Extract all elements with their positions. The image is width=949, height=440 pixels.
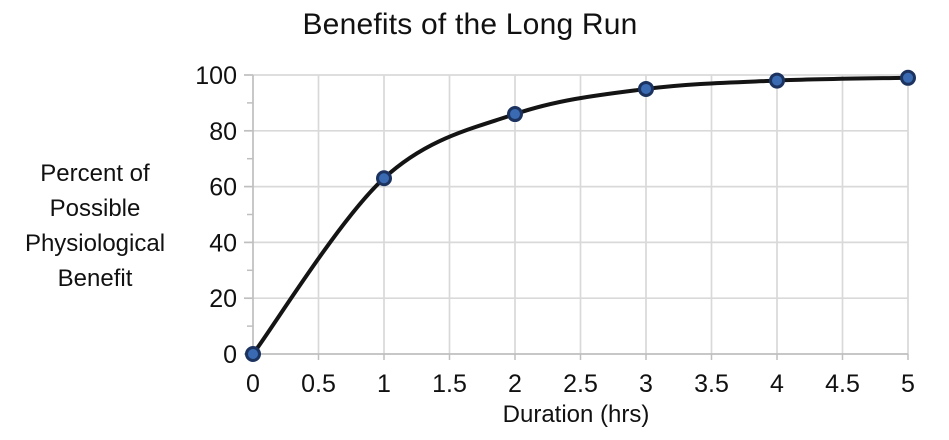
x-tick-label: 2 [508,370,522,398]
x-tick-label: 2.5 [563,370,598,398]
x-tick-label: 5 [901,370,915,398]
y-axis-title: Percent of Possible Physiological Benefi… [24,160,166,292]
x-tick-label: 4.5 [825,370,860,398]
x-tick-label: 1 [377,370,391,398]
x-tick-label: 3 [639,370,653,398]
tick-labels: 0 20 40 60 80 100 0 0.5 1 1.5 2 2.5 3 3.5 4 4.5 5 [195,62,915,398]
data-point-marker [900,69,916,86]
x-tick-label: 4 [770,370,784,398]
y-tick-label: 0 [223,341,237,369]
x-tick-label: 0.5 [301,370,336,398]
data-point-marker [507,106,523,123]
y-tick-label: 60 [209,174,237,202]
data-point-marker [638,80,654,97]
x-tick-label: 1.5 [432,370,467,398]
axis-ticks [244,74,909,360]
x-tick-label: 3.5 [694,370,729,398]
data-point-marker [245,346,261,362]
data-point-markers [245,69,916,362]
x-axis-title: Duration (hrs) [502,401,650,428]
y-tick-label: 80 [209,118,237,146]
y-tick-label: 100 [195,62,237,90]
data-point-marker [769,72,785,89]
x-tick-label: 0 [246,370,260,398]
y-tick-label: 40 [209,229,237,257]
y-tick-label: 20 [209,285,237,313]
chart-title: Benefits of the Long Run [302,8,638,41]
data-point-marker [376,170,392,187]
